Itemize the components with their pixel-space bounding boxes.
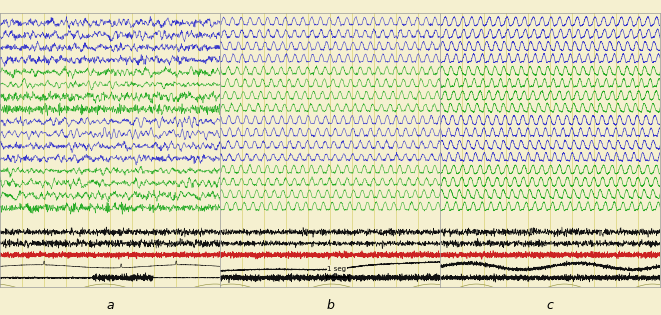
- Text: 1 seg: 1 seg: [327, 266, 346, 272]
- Text: a: a: [106, 299, 114, 312]
- Text: b: b: [327, 299, 334, 312]
- Text: c: c: [547, 299, 554, 312]
